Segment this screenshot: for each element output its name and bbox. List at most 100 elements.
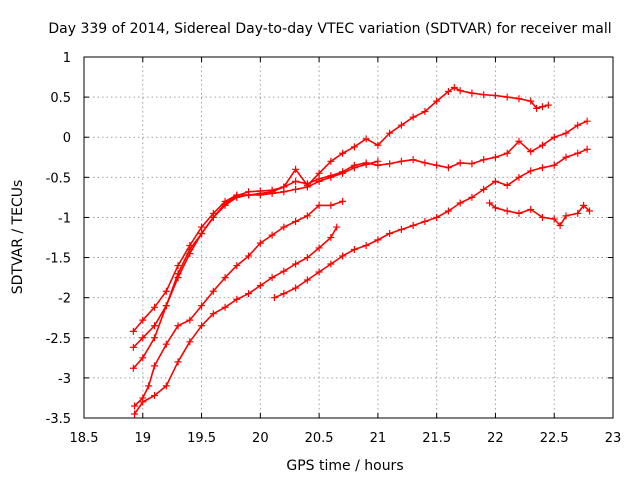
series-line <box>132 160 379 369</box>
data-point <box>174 322 182 330</box>
data-point <box>421 108 429 116</box>
series-7 <box>486 199 593 229</box>
data-point <box>198 223 206 231</box>
data-point <box>468 193 476 201</box>
series-line <box>489 202 591 227</box>
data-point <box>503 93 511 101</box>
data-point <box>444 164 452 172</box>
data-point <box>139 398 147 406</box>
plot-frame <box>83 56 614 419</box>
data-point <box>139 354 147 362</box>
series-line <box>133 200 343 407</box>
series-4 <box>131 197 347 410</box>
data-point <box>409 221 417 229</box>
data-point <box>491 177 499 185</box>
data-point <box>538 103 546 111</box>
data-point <box>339 252 347 260</box>
data-point <box>550 133 558 141</box>
data-point <box>129 327 137 335</box>
data-point <box>433 97 441 105</box>
data-point <box>538 141 546 149</box>
data-point <box>515 209 523 217</box>
data-point <box>562 129 570 137</box>
data-point <box>151 303 159 311</box>
y-tick-label: 0 <box>63 131 71 146</box>
data-point <box>327 201 335 209</box>
data-point <box>486 199 494 207</box>
data-point <box>292 177 300 185</box>
series-group <box>129 83 593 418</box>
data-point <box>129 364 137 372</box>
data-point <box>131 402 139 410</box>
data-point <box>583 117 591 125</box>
x-tick-label: 19.5 <box>187 431 216 446</box>
data-point <box>280 223 288 231</box>
data-point <box>515 173 523 181</box>
data-point <box>198 302 206 310</box>
data-point <box>350 164 358 172</box>
data-point <box>550 215 558 223</box>
series-3 <box>129 157 382 372</box>
data-point <box>562 212 570 220</box>
data-point <box>292 217 300 225</box>
data-point <box>515 137 523 145</box>
data-point <box>527 167 535 175</box>
data-point <box>350 143 358 151</box>
data-point <box>139 316 147 324</box>
data-point <box>468 89 476 97</box>
data-point <box>468 160 476 168</box>
data-point <box>456 199 464 207</box>
series-line <box>132 86 549 332</box>
data-point <box>386 129 394 137</box>
data-point <box>209 213 217 221</box>
data-point <box>444 87 452 95</box>
data-point <box>245 252 253 260</box>
data-point <box>233 262 241 270</box>
data-point <box>491 204 499 212</box>
data-point <box>444 207 452 215</box>
data-point <box>562 153 570 161</box>
data-point <box>339 169 347 177</box>
data-point <box>280 290 288 298</box>
data-point <box>433 161 441 169</box>
data-point <box>280 188 288 196</box>
data-point <box>456 159 464 167</box>
data-point <box>397 225 405 233</box>
data-point <box>362 160 370 168</box>
x-tick-label: 22.5 <box>540 431 569 446</box>
data-point <box>303 276 311 284</box>
y-tick-label: -3.5 <box>46 412 71 427</box>
data-point <box>350 246 358 254</box>
data-point <box>456 87 464 95</box>
data-point <box>268 231 276 239</box>
y-tick-label: -3 <box>58 372 71 387</box>
data-point <box>256 191 264 199</box>
data-point <box>538 164 546 172</box>
x-tick-label: 21.5 <box>422 431 451 446</box>
data-point <box>145 382 153 390</box>
data-point <box>270 294 278 302</box>
x-tick-label: 19 <box>135 431 152 446</box>
data-point <box>503 149 511 157</box>
chart-title: Day 339 of 2014, Sidereal Day-to-day VTE… <box>48 21 611 37</box>
x-tick-label: 22 <box>487 431 504 446</box>
data-point <box>221 274 229 282</box>
data-point <box>374 141 382 149</box>
data-point <box>503 181 511 189</box>
data-point <box>538 213 546 221</box>
data-point <box>245 191 253 199</box>
data-point <box>209 287 217 295</box>
data-point <box>129 343 137 351</box>
series-5 <box>131 223 341 418</box>
y-tick-label: -1.5 <box>46 252 71 267</box>
x-tick-label: 23 <box>605 431 622 446</box>
data-point <box>527 148 535 156</box>
data-point <box>186 338 194 346</box>
data-point <box>585 207 593 215</box>
data-point <box>574 149 582 157</box>
data-point <box>151 334 159 342</box>
data-point <box>256 282 264 290</box>
data-point <box>556 221 564 229</box>
series-6 <box>270 145 591 302</box>
y-tick-label: -0.5 <box>46 171 71 186</box>
